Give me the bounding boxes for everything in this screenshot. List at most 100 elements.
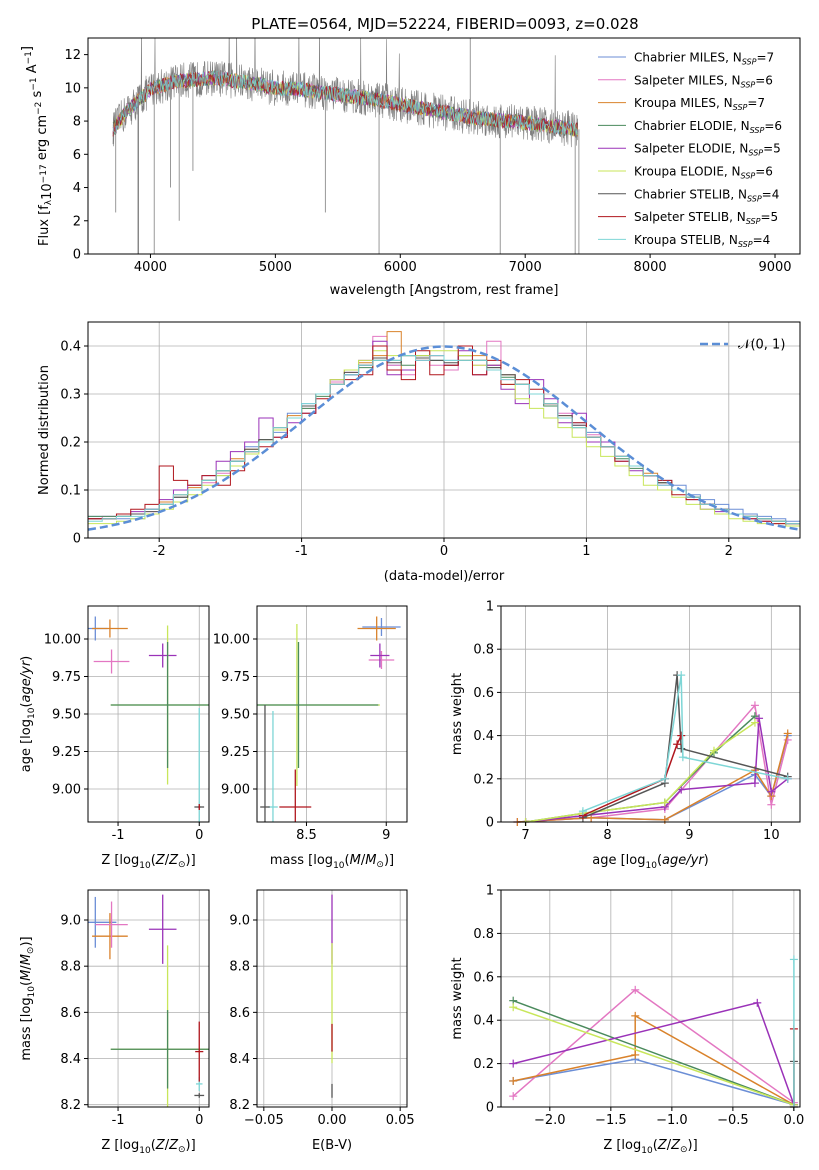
mass_vs_Z-ytick-label: 8.8 <box>60 960 81 975</box>
legend-nssp: =7 <box>756 51 774 65</box>
ylabel-part: ] <box>20 46 35 51</box>
weight_vs_Z-ytick-label: 0.2 <box>473 1057 494 1072</box>
legend-nssp: =6 <box>755 73 773 87</box>
age_vs_mass-ytick-label: 10.00 <box>213 633 250 648</box>
xlabel: Z [log10(Z/Z⊙)] <box>101 853 195 871</box>
xlabel-part: Z <box>168 853 179 868</box>
gaussian-legend-label: 𝒩(0, 1) <box>738 338 785 353</box>
ylabel-part: age [log <box>19 719 34 772</box>
legend-label: Kroupa MILES, NSSP=7 <box>634 96 765 112</box>
weight_vs_Z-axes-frame <box>500 889 801 1108</box>
age_vs_mass-xtick-label: 9 <box>382 828 390 843</box>
ylabel-part: 10 <box>27 986 37 998</box>
legend-name: Chabrier STELIB, N <box>634 187 747 201</box>
mass_vs_Z-ytick-label: 8.4 <box>60 1052 81 1067</box>
weight_vs_age-frame: 7 8 9 10 0 0.2 0.4 0.6 0.8 1 <box>473 600 801 843</box>
weight_vs_Z-ylabel: mass weight <box>450 957 465 1039</box>
legend-sub: SSP <box>741 80 756 89</box>
xlabel-part: ( <box>151 853 156 868</box>
legend-label: Salpeter ELODIE, NSSP=5 <box>634 142 781 158</box>
weight_vs_Z-xtick-label: 0.0 <box>784 1113 805 1128</box>
age_vs_Z-ytick-label: 9.25 <box>52 745 81 760</box>
age_vs_Z-ytick-label: 9.50 <box>52 708 81 723</box>
age_vs_mass-ytick-label: 9.50 <box>221 708 250 723</box>
ylabel-part: )] <box>19 936 34 946</box>
legend-name: Kroupa MILES, N <box>634 96 733 110</box>
legend-nssp: =4 <box>762 187 780 201</box>
legend-name: Salpeter MILES, N <box>634 73 741 87</box>
xlabel-part: ( <box>151 1138 156 1153</box>
xlabel: age [log10(age/yr) <box>592 853 709 871</box>
ylabel-part: Flux [f <box>37 205 52 246</box>
xlabel: Z [log10(Z/Z⊙)] <box>603 1138 697 1156</box>
ylabel-part: M <box>19 954 34 965</box>
mass_vs_Z-axes-frame <box>87 889 210 1108</box>
weight_vs_Z-xtick-label: −0.5 <box>717 1113 749 1128</box>
residuals-ytick-label: 0.3 <box>60 388 81 403</box>
residuals-xtick-label: 2 <box>725 544 733 559</box>
age_vs_Z-points <box>88 616 209 822</box>
xlabel-part: Z [log <box>101 853 139 868</box>
residuals-frame: -2 -1 0 1 2 0 0.1 0.2 0.3 0.4 <box>60 321 801 559</box>
weight_vs_age-xtick-label: 10 <box>763 828 780 843</box>
legend-label: Salpeter MILES, NSSP=6 <box>634 73 773 89</box>
age_vs_mass-ytick-label: 9.25 <box>221 745 250 760</box>
ylabel-part: erg cm <box>35 115 50 164</box>
xlabel-part: ⊙ <box>376 860 384 870</box>
weight-line <box>525 721 756 823</box>
weight-line <box>512 999 795 1106</box>
xlabel-part: Z [log <box>101 1138 139 1153</box>
xlabel-part: 10 <box>139 861 151 871</box>
weight_vs_Z-frame: −2.0 −1.5 −1.0 −0.5 0.0 0 0.2 0.4 0.6 0.8 1 <box>473 884 804 1129</box>
weight_vs_age-ytick-label: 1 <box>486 600 494 615</box>
legend-sub: SSP <box>747 194 762 203</box>
mass_vs_Z-xtick-label: -1 <box>112 1113 125 1128</box>
xlabel-part: Z <box>155 853 166 868</box>
legend-nssp: =5 <box>763 142 781 156</box>
weight_vs_age-ytick-label: 0.2 <box>473 772 494 787</box>
mass_vs_Z-points <box>88 894 209 1107</box>
age_vs_Z-ytick-label: 10.00 <box>44 633 81 648</box>
xlabel-part: )] <box>186 1138 196 1153</box>
legend-nssp: =5 <box>760 210 778 224</box>
xlabel-part: 10 <box>641 1146 653 1156</box>
spectrum-ytick-label: 4 <box>73 181 81 196</box>
mass_vs_ebv-ytick-label: 8.6 <box>229 1006 250 1021</box>
legend-label: Kroupa ELODIE, NSSP=6 <box>634 165 773 181</box>
weight_vs_Z-ytick-label: 1 <box>486 884 494 899</box>
weight_vs_age-xtick-label: 8 <box>603 828 611 843</box>
ylabel: age [log10(age/yr) <box>19 656 37 773</box>
ylabel: mass [log10(M/M⊙)] <box>19 936 37 1060</box>
age_vs_Z-axes <box>88 606 209 822</box>
mass_vs_Z-frame: -1 0 8.2 8.4 8.6 8.8 9.0 <box>60 889 210 1128</box>
xlabel-part: ⊙ <box>680 1145 688 1155</box>
ylabel-part: ( <box>19 702 34 707</box>
legend-nssp: =6 <box>764 119 782 133</box>
weight_vs_Z-ytick-label: 0 <box>486 1101 494 1116</box>
xlabel-part: / <box>667 1138 672 1153</box>
ylabel-part: s <box>30 90 45 101</box>
legend-nssp: =4 <box>753 233 771 247</box>
residuals-ytick-label: 0.2 <box>60 436 81 451</box>
spectrum-ytick-label: 12 <box>64 48 81 63</box>
residuals-xtick-label: 0 <box>440 544 448 559</box>
spectrum-frame: 4000 5000 6000 7000 8000 9000 0 2 4 6 8 10 12 <box>64 37 801 275</box>
xlabel-part: ( <box>653 1138 658 1153</box>
ylabel-part: λ <box>44 199 54 205</box>
weight_vs_age-ytick-label: 0.8 <box>473 643 494 658</box>
legend-nssp: =6 <box>755 165 773 179</box>
xlabel-part: / <box>361 853 366 868</box>
weight_vs_age-ytick-label: 0.6 <box>473 686 494 701</box>
ylabel-part: ⊙ <box>26 947 36 955</box>
xlabel-part: 10 <box>646 861 658 871</box>
legend-label: Chabrier STELIB, NSSP=4 <box>634 187 779 203</box>
xlabel-part: ) <box>704 853 709 868</box>
spectrum-ytick-label: 2 <box>73 214 81 229</box>
spectrum-xtick-label: 9000 <box>758 260 791 275</box>
xlabel-part: Z [log <box>603 1138 641 1153</box>
legend-sub: SSP <box>733 103 748 112</box>
weight_vs_age-ytick-label: 0 <box>486 816 494 831</box>
residuals-xtick-label: 1 <box>582 544 590 559</box>
ylabel-part: −1 <box>29 77 39 90</box>
ylabel-part: 10 <box>27 707 37 719</box>
